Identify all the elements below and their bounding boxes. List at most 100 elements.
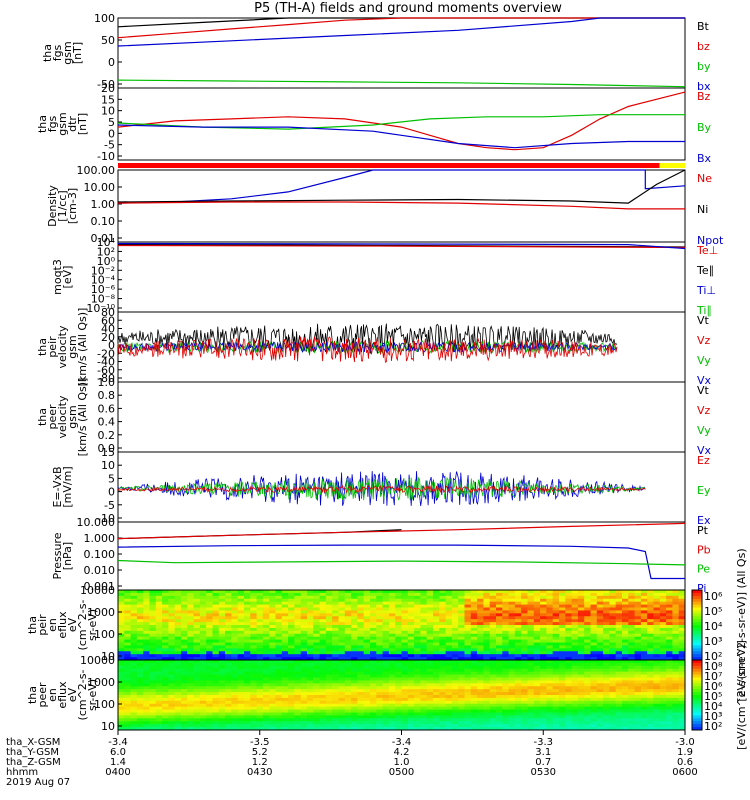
spectrogram-cell bbox=[168, 721, 176, 725]
spectrogram-cell bbox=[363, 619, 371, 623]
spectrogram-cell bbox=[294, 671, 302, 676]
spectrogram-cell bbox=[307, 592, 314, 597]
spectrogram-cell bbox=[571, 697, 579, 702]
spectrogram-cell bbox=[483, 703, 491, 708]
spectrogram-cell bbox=[325, 648, 333, 652]
spectrogram-cell bbox=[225, 657, 232, 661]
spectrogram-cell bbox=[496, 706, 503, 711]
spectrogram-cell bbox=[288, 601, 295, 606]
spectrogram-cell bbox=[622, 692, 629, 696]
spectrogram-cell bbox=[596, 724, 604, 728]
spectrogram-cell bbox=[382, 654, 390, 658]
spectrogram-cell bbox=[307, 671, 314, 676]
spectrogram-cell bbox=[281, 703, 289, 708]
spectrogram-cell bbox=[666, 697, 673, 702]
spectrogram-cell bbox=[559, 642, 566, 646]
spectrogram-cell bbox=[250, 718, 258, 722]
spectrogram-cell bbox=[420, 604, 428, 608]
spectrogram-cell bbox=[225, 689, 232, 693]
y-tick-label: 40 bbox=[101, 323, 115, 336]
spectrogram-cell bbox=[464, 610, 472, 614]
spectrogram-cell bbox=[225, 697, 232, 702]
spectrogram-cell bbox=[363, 677, 371, 681]
spectrogram-cell bbox=[527, 601, 535, 606]
spectrogram-cell bbox=[344, 639, 352, 643]
spectrogram-cell bbox=[288, 724, 295, 728]
spectrogram-cell bbox=[294, 651, 302, 655]
spectrogram-cell bbox=[464, 721, 472, 725]
spectrogram-cell bbox=[445, 622, 453, 626]
spectrogram-cell bbox=[546, 592, 554, 597]
spectrogram-cell bbox=[634, 721, 642, 725]
spectrogram-cell bbox=[319, 695, 327, 699]
spectrogram-cell bbox=[653, 657, 661, 661]
panel-frame bbox=[117, 169, 686, 243]
spectrogram-cell bbox=[181, 727, 188, 731]
spectrogram-cell bbox=[458, 648, 465, 652]
spectrogram-cell bbox=[344, 706, 352, 711]
spectrogram-cell bbox=[483, 607, 491, 611]
spectrogram-cell bbox=[533, 712, 541, 716]
spectrogram-cell bbox=[445, 721, 453, 725]
spectrogram-cell bbox=[527, 662, 535, 667]
spectrogram-cell bbox=[514, 662, 522, 667]
spectrogram-cell bbox=[344, 662, 352, 667]
spectrogram-cell bbox=[206, 677, 213, 681]
spectrogram-cell bbox=[382, 610, 390, 614]
spectrogram-cell bbox=[470, 642, 478, 646]
spectrogram-cell bbox=[288, 651, 295, 655]
spectrogram-cell bbox=[634, 590, 642, 594]
spectrogram-cell bbox=[464, 622, 472, 626]
spectrogram-cell bbox=[212, 683, 220, 687]
spectrogram-cell bbox=[401, 633, 409, 638]
spectrogram-cell bbox=[199, 674, 207, 678]
spectrogram-cell bbox=[225, 619, 232, 623]
spectrogram-cell bbox=[622, 695, 629, 699]
spectrogram-cell bbox=[647, 721, 654, 725]
spectrogram-cell bbox=[231, 665, 239, 670]
spectrogram-cell bbox=[634, 625, 642, 629]
spectrogram-cell bbox=[546, 671, 554, 676]
spectrogram-cell bbox=[672, 592, 680, 597]
y-tick-label: 10000 bbox=[80, 654, 115, 667]
spectrogram-cell bbox=[577, 642, 585, 646]
spectrogram-cell bbox=[376, 619, 384, 623]
spectrogram-cell bbox=[325, 590, 333, 594]
spectrogram-cell bbox=[477, 610, 484, 614]
spectrogram-cell bbox=[300, 590, 308, 594]
spectrogram-cell bbox=[489, 721, 497, 725]
spectrogram-cell bbox=[565, 607, 573, 611]
spectrogram-cell bbox=[584, 692, 591, 696]
spectrogram-cell bbox=[237, 680, 245, 684]
spectrogram-cell bbox=[622, 700, 629, 705]
spectrogram-cell bbox=[584, 674, 591, 678]
spectrogram-cell bbox=[666, 590, 673, 594]
spectrogram-cell bbox=[269, 662, 276, 667]
spectrogram-cell bbox=[552, 607, 560, 611]
spectrogram-cell bbox=[199, 660, 207, 664]
spectrogram-cell bbox=[332, 657, 339, 661]
spectrogram-cell bbox=[187, 625, 195, 629]
spectrogram-cell bbox=[521, 648, 528, 652]
spectrogram-cell bbox=[414, 627, 421, 632]
spectrogram-cell bbox=[256, 651, 264, 655]
spectrogram-cell bbox=[199, 712, 207, 716]
spectrogram-cell bbox=[118, 657, 125, 661]
spectrogram-cell bbox=[313, 660, 321, 664]
spectrogram-cell bbox=[678, 642, 686, 646]
series-Bt bbox=[117, 17, 685, 28]
spectrogram-cell bbox=[351, 721, 358, 725]
spectrogram-cell bbox=[143, 654, 150, 658]
spectrogram-cell bbox=[653, 642, 661, 646]
spectrogram-cell bbox=[659, 630, 667, 635]
spectrogram-cell bbox=[269, 697, 276, 702]
spectrogram-cell bbox=[401, 619, 409, 623]
spectrogram-cell bbox=[199, 592, 207, 597]
spectrogram-cell bbox=[231, 619, 239, 623]
spectrogram-cell bbox=[609, 633, 617, 638]
spectrogram-cell bbox=[363, 590, 371, 594]
spectrogram-cell bbox=[231, 595, 239, 600]
spectrogram-cell bbox=[206, 636, 213, 641]
spectrogram-cell bbox=[275, 657, 283, 661]
spectrogram-cell bbox=[212, 715, 220, 719]
